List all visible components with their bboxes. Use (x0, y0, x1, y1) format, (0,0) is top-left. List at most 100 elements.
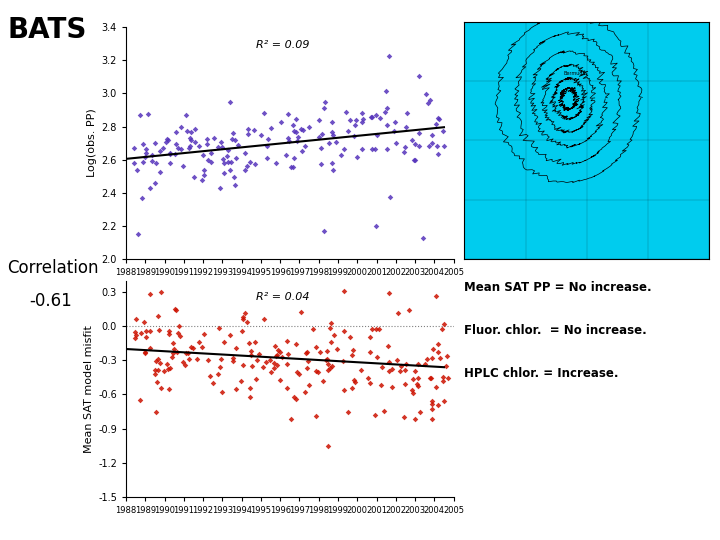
Point (287, 163, 299, 171)
Point (193, 141, 204, 150)
Point (221, 152, 233, 161)
Point (137, 158, 148, 167)
Point (245, 393, 256, 401)
Point (222, 158, 234, 166)
Point (219, 337, 230, 346)
Point (202, 156, 214, 165)
Point (186, 343, 197, 352)
Point (342, 127, 354, 136)
Point (164, 159, 176, 167)
Point (215, 138, 226, 147)
Point (186, 344, 198, 353)
Point (228, 129, 239, 138)
Point (289, 393, 300, 401)
Point (428, 345, 439, 354)
Point (438, 376, 449, 385)
Point (165, 150, 176, 159)
Point (260, 358, 271, 367)
Point (392, 308, 404, 317)
Point (194, 338, 205, 347)
Point (256, 131, 267, 140)
Point (431, 141, 443, 150)
Point (426, 404, 438, 413)
Point (270, 341, 282, 350)
Point (370, 111, 382, 119)
Text: R² = 0.04: R² = 0.04 (256, 292, 310, 302)
Point (383, 367, 395, 376)
Point (249, 159, 261, 168)
Point (169, 305, 181, 313)
Point (144, 327, 156, 336)
Point (181, 349, 192, 357)
Point (343, 407, 354, 416)
Point (135, 329, 147, 338)
Point (227, 135, 238, 144)
Point (160, 138, 171, 146)
Point (316, 130, 328, 139)
Point (382, 120, 393, 129)
Point (312, 367, 324, 376)
Point (282, 134, 294, 143)
Point (230, 153, 242, 162)
Point (338, 287, 350, 296)
Point (201, 139, 212, 148)
Point (426, 373, 437, 382)
Point (128, 159, 140, 167)
Point (150, 139, 161, 147)
Point (131, 165, 143, 174)
Point (325, 338, 336, 346)
Point (302, 347, 313, 356)
Point (207, 379, 219, 388)
Point (324, 323, 336, 332)
Point (399, 413, 410, 422)
Point (197, 176, 208, 184)
Point (135, 396, 146, 404)
Point (400, 380, 411, 389)
Point (349, 120, 361, 129)
Point (152, 378, 163, 387)
Point (167, 349, 179, 357)
Point (184, 143, 195, 152)
Point (323, 366, 334, 375)
Point (130, 328, 141, 336)
Point (318, 377, 329, 386)
Point (237, 313, 248, 322)
Point (214, 184, 225, 193)
Point (283, 137, 294, 146)
Point (322, 441, 333, 450)
Point (150, 356, 162, 365)
Point (208, 133, 220, 142)
Point (370, 325, 382, 334)
Point (295, 125, 307, 133)
Point (275, 117, 287, 126)
Point (202, 355, 213, 364)
Point (261, 141, 273, 150)
Point (400, 123, 411, 132)
Point (344, 333, 356, 341)
Point (176, 123, 187, 132)
Point (251, 356, 263, 364)
Point (155, 383, 166, 392)
Point (376, 381, 387, 390)
Point (361, 374, 373, 382)
Point (326, 362, 338, 370)
Point (295, 307, 307, 316)
Point (411, 380, 423, 388)
Point (282, 360, 293, 368)
Point (241, 162, 253, 171)
Point (202, 134, 213, 143)
Point (127, 144, 139, 152)
Point (299, 141, 310, 150)
Point (228, 172, 240, 181)
Point (406, 136, 418, 144)
Point (434, 354, 446, 362)
Point (174, 322, 185, 330)
Point (225, 157, 237, 166)
Point (386, 383, 397, 391)
Point (149, 366, 161, 375)
Point (181, 126, 193, 135)
Point (365, 113, 377, 122)
Point (214, 323, 225, 332)
Text: Correlation: Correlation (7, 259, 99, 277)
Point (218, 159, 230, 167)
